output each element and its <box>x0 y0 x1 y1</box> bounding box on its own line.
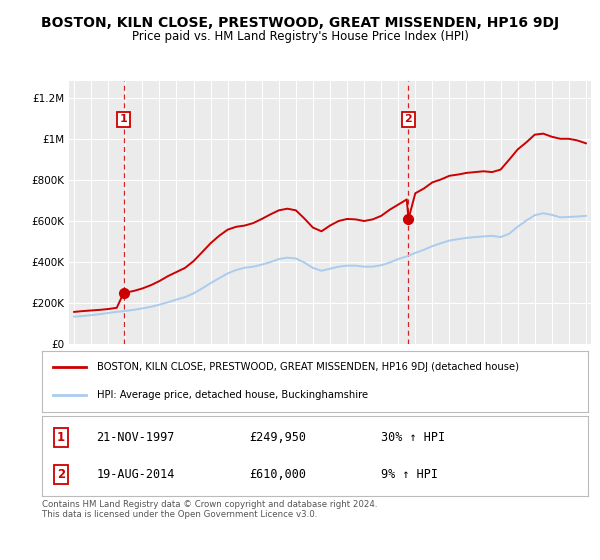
Text: Contains HM Land Registry data © Crown copyright and database right 2024.
This d: Contains HM Land Registry data © Crown c… <box>42 500 377 519</box>
Text: 1: 1 <box>57 431 65 444</box>
Text: 2: 2 <box>57 468 65 480</box>
Text: £249,950: £249,950 <box>250 431 307 444</box>
Text: BOSTON, KILN CLOSE, PRESTWOOD, GREAT MISSENDEN, HP16 9DJ: BOSTON, KILN CLOSE, PRESTWOOD, GREAT MIS… <box>41 16 559 30</box>
Text: 2: 2 <box>404 114 412 124</box>
Text: 30% ↑ HPI: 30% ↑ HPI <box>380 431 445 444</box>
Text: 19-AUG-2014: 19-AUG-2014 <box>97 468 175 480</box>
Text: 21-NOV-1997: 21-NOV-1997 <box>97 431 175 444</box>
Text: HPI: Average price, detached house, Buckinghamshire: HPI: Average price, detached house, Buck… <box>97 390 368 400</box>
Text: BOSTON, KILN CLOSE, PRESTWOOD, GREAT MISSENDEN, HP16 9DJ (detached house): BOSTON, KILN CLOSE, PRESTWOOD, GREAT MIS… <box>97 362 518 372</box>
Text: Price paid vs. HM Land Registry's House Price Index (HPI): Price paid vs. HM Land Registry's House … <box>131 30 469 43</box>
Text: 1: 1 <box>120 114 127 124</box>
Text: 9% ↑ HPI: 9% ↑ HPI <box>380 468 437 480</box>
Text: £610,000: £610,000 <box>250 468 307 480</box>
